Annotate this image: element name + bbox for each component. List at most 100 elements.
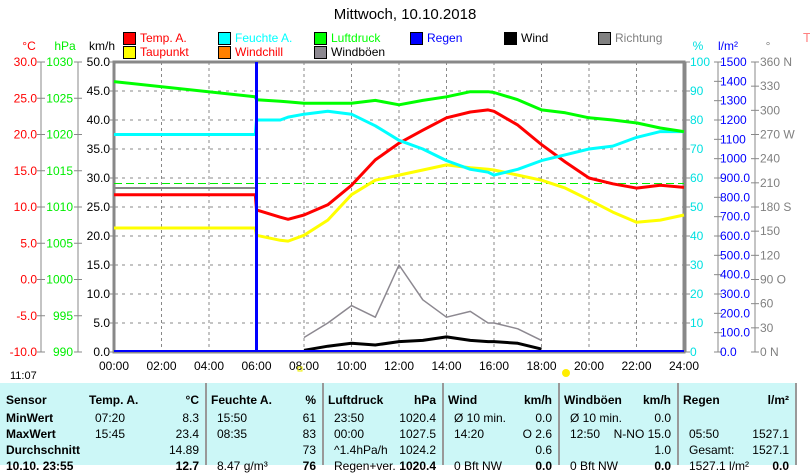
axis-tick-label-direction: 30 (760, 321, 774, 335)
cell-value: 1527.1 (752, 427, 789, 441)
x-tick-label: 10:00 (336, 359, 366, 373)
axis-unit-rain: l/m² (718, 39, 738, 53)
legend-swatch (123, 46, 136, 59)
axis-tick-label-temp: 25.0 (14, 91, 38, 105)
table-row: 1.0 (564, 443, 671, 459)
cell-label: 8.47 g/m³ (217, 459, 268, 473)
axis-tick-label-rain: 1100 (720, 132, 746, 146)
legend-item: Luftdruck (314, 31, 380, 45)
table-row: Regen+ver.1020.4 (328, 459, 436, 475)
column-title: Temp. A. (89, 393, 138, 407)
axis-tick-label-direction: 360 N (760, 55, 792, 69)
table-row (683, 411, 789, 427)
axis-tick-label-direction: 270 W (760, 128, 795, 142)
axis-unit-pressure: hPa (54, 39, 76, 53)
legend-item: Windchill (218, 45, 283, 59)
cell-value: 1027.5 (399, 427, 436, 441)
axis-tick-label-rain: 0.0 (720, 345, 737, 359)
cell-value: 1.0 (654, 443, 671, 457)
legend-swatch (504, 32, 517, 45)
axis-tick-label-rain: 700.0 (720, 210, 750, 224)
legend-item: Wind (504, 31, 548, 45)
axis-tick-label-rain: 900.0 (720, 171, 750, 185)
axis-tick-label-humidity: 80 (690, 113, 704, 127)
column-unit: hPa (414, 393, 436, 407)
cut-off-label: T (803, 30, 810, 45)
axis-tick-label-pressure: 990 (53, 345, 73, 359)
axis-tick-label-rain: 1300 (720, 94, 747, 108)
table-row: 14.89 (89, 443, 199, 459)
cell-label: Ø 10 min. (454, 411, 506, 425)
table-row: 15:45 23.4 (89, 427, 199, 443)
x-tick-label: 24:00 (669, 359, 699, 373)
table-header: Temp. A.°C (89, 393, 199, 409)
x-tick-label: 14:00 (431, 359, 461, 373)
legend-label: Taupunkt (140, 45, 189, 59)
cell-value: N-NO 15.0 (614, 427, 671, 441)
legend-item: Richtung (598, 31, 662, 45)
axis-unit-wind: km/h (89, 39, 115, 53)
cell-label: Gesamt: (689, 443, 734, 457)
cell-value: 0.0 (535, 411, 552, 425)
series-wind (304, 337, 542, 350)
table-row: Durchschnitt (6, 443, 77, 459)
axis-tick-label-rain: 1400 (720, 74, 747, 88)
x-tick-label: 06:00 (241, 359, 271, 373)
legend-label: Regen (427, 31, 462, 45)
cell-value: 83 (303, 427, 316, 441)
axis-tick-label-pressure: 1025 (46, 91, 73, 105)
cell-label: 12:50 (570, 427, 600, 441)
cell-label: Regen+ver. (334, 459, 396, 473)
cell-label: MinWert (6, 411, 53, 425)
axis-tick-label-humidity: 0 (690, 345, 697, 359)
axis-tick-label-direction: 330 (760, 79, 780, 93)
axis-tick-label-rain: 500.0 (720, 248, 750, 262)
axis-tick-label-rain: 200.0 (720, 306, 750, 320)
cell-label: 05:50 (689, 427, 719, 441)
axis-tick-label-direction: 0 N (760, 345, 779, 359)
legend-swatch (314, 46, 327, 59)
axis-tick-label-pressure: 1020 (46, 128, 73, 142)
axis-tick-label-humidity: 20 (690, 287, 704, 301)
cell-value: 23.4 (176, 427, 199, 441)
cell-value: 0.0 (654, 459, 671, 473)
x-tick-label: 16:00 (479, 359, 509, 373)
axis-tick-label-wind: 15.0 (87, 258, 111, 272)
legend-label: Windböen (331, 45, 385, 59)
cell-label: 15:45 (95, 427, 125, 441)
legend-swatch (314, 32, 327, 45)
cell-value: 0.0 (535, 459, 552, 473)
axis-tick-label-direction: 120 (760, 248, 780, 262)
column-title: Sensor (6, 393, 47, 407)
legend-label: Luftdruck (331, 31, 380, 45)
table-row: MinWert (6, 411, 77, 427)
legend-label: Feuchte A. (235, 31, 292, 45)
cell-value: 0.6 (535, 443, 552, 457)
legend-item: Taupunkt (123, 45, 189, 59)
axis-tick-label-direction: 90 O (760, 273, 786, 287)
legend-item: Temp. A. (123, 31, 187, 45)
axis-tick-label-wind: 50.0 (87, 55, 111, 69)
legend-swatch (410, 32, 423, 45)
cell-label: 14:20 (454, 427, 484, 441)
legend-label: Temp. A. (140, 31, 187, 45)
axis-tick-label-temp: 5.0 (20, 236, 37, 250)
x-tick-label: 12:00 (384, 359, 414, 373)
legend-swatch (218, 32, 231, 45)
axis-tick-label-wind: 40.0 (87, 113, 111, 127)
table-row: Ø 10 min. 0.0 (448, 411, 552, 427)
cell-label: 10.10. 23:55 (6, 459, 73, 473)
table-header: Sensor (6, 393, 77, 409)
legend-item: Regen (410, 31, 462, 45)
